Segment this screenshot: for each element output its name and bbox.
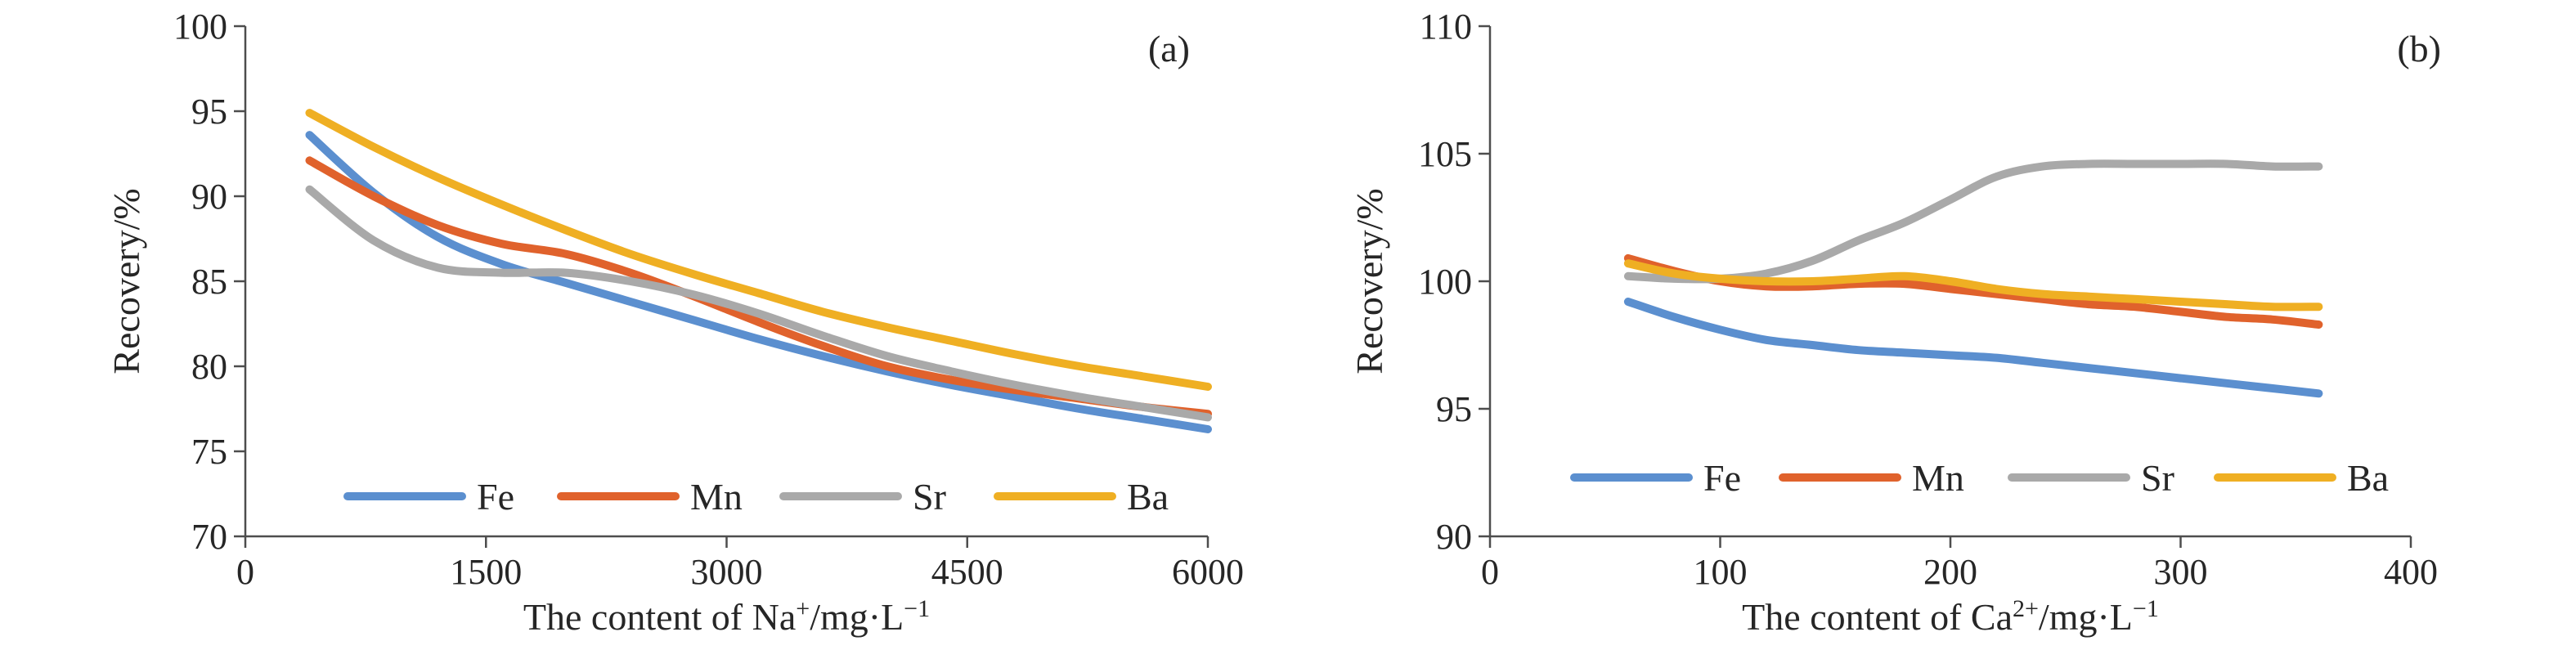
y-tick-label: 75 [191,432,227,472]
legend-label-ba: Ba [2347,457,2389,499]
x-tick-label: 3000 [691,552,763,592]
series-line-mn [1623,253,2323,329]
chart-panel-b: 90 95 100 105 110 0 100 200 300 400 Fe Mn Sr Ba (b) Rec… [1349,7,2441,638]
panel-label: (b) [2397,28,2441,69]
y-tick-label: 90 [191,177,227,217]
y-axis-title: Recovery/% [1349,188,1390,374]
y-tick-label: 95 [191,92,227,132]
legend-label-mn: Mn [690,476,743,518]
y-tick-label: 105 [1418,134,1472,174]
x-tick-label: 0 [1481,552,1499,592]
series-line-ba [305,109,1212,391]
series-line-fe [1623,298,2323,398]
x-tick-label: 100 [1694,552,1748,592]
legend-label-fe: Fe [477,476,514,518]
legend-label-mn: Mn [1912,457,1964,499]
chart-panel-a: 70 75 80 85 90 95 100 0 1500 3000 4500 6000 Fe Mn Sr Ba… [105,7,1244,638]
legend-label-ba: Ba [1127,476,1169,518]
x-tick-label: 300 [2154,552,2208,592]
legend-label-sr: Sr [913,476,946,518]
x-tick-label: 0 [236,552,254,592]
legend-label-fe: Fe [1703,457,1741,499]
panel-label: (a) [1148,28,1190,69]
legend-label-sr: Sr [2141,457,2174,499]
y-tick-label: 85 [191,262,227,302]
x-tick-label: 4500 [931,552,1003,592]
x-tick-label: 400 [2384,552,2438,592]
y-tick-label: 100 [1418,262,1472,302]
series-line-sr [1623,159,2323,284]
y-tick-label: 100 [173,7,227,47]
y-tick-label: 90 [1436,517,1472,557]
x-axis-title: The content of Ca2+/mg·L−1 [1742,595,2159,639]
x-tick-label: 6000 [1172,552,1244,592]
series-line-sr [305,185,1212,422]
y-tick-label: 80 [191,347,227,387]
y-tick-label: 110 [1420,7,1472,47]
series-line-fe [305,131,1212,433]
series-line-ba [1623,259,2323,312]
y-axis-title: Recovery/% [105,188,147,374]
x-tick-label: 1500 [450,552,522,592]
x-axis-title: The content of Na+/mg·L−1 [523,595,930,639]
y-tick-label: 70 [191,517,227,557]
x-tick-label: 200 [1923,552,1977,592]
y-tick-label: 95 [1436,389,1472,429]
series-line-mn [305,156,1212,419]
